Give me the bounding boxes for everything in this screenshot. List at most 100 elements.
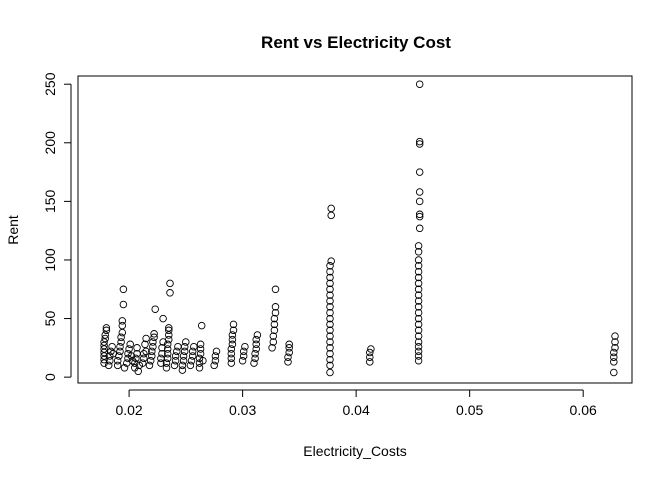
data-point (119, 285, 128, 294)
data-point (415, 140, 424, 148)
data-point (195, 364, 204, 372)
data-point (268, 344, 276, 352)
data-point (163, 354, 172, 363)
data-point (162, 364, 171, 372)
data-point (115, 352, 123, 360)
data-point (166, 289, 174, 297)
data-point (241, 342, 249, 351)
data-point (133, 344, 141, 352)
data-point (120, 364, 129, 372)
data-point (165, 335, 173, 344)
data-point (132, 354, 140, 363)
data-point (414, 352, 423, 360)
data-point (186, 361, 195, 370)
data-point (196, 340, 205, 349)
data-point (326, 303, 334, 311)
data-point (165, 324, 173, 332)
data-point (118, 317, 127, 325)
data-point (326, 349, 334, 358)
data-point (149, 338, 157, 346)
data-point (285, 344, 293, 352)
data-point (178, 366, 187, 374)
y-tick-label: 0 (42, 373, 58, 381)
y-tick-label: 100 (42, 248, 58, 272)
data-point (415, 212, 424, 221)
y-tick-label: 50 (42, 311, 58, 327)
data-point (611, 344, 619, 352)
data-point (113, 356, 122, 365)
data-point (271, 285, 280, 294)
data-point (610, 368, 618, 377)
x-axis-label: Electricity_Costs (303, 443, 406, 459)
data-point (414, 285, 423, 294)
data-point (326, 285, 334, 294)
data-point (140, 354, 148, 363)
data-point (179, 352, 188, 360)
data-point (100, 338, 108, 346)
data-point (180, 347, 189, 356)
data-point (414, 279, 423, 288)
data-point (162, 359, 171, 367)
data-point (157, 359, 165, 367)
data-point (140, 349, 148, 358)
data-point (227, 345, 236, 353)
data-point (284, 358, 292, 366)
data-point (414, 308, 423, 317)
data-point (271, 308, 280, 317)
data-point (415, 197, 424, 206)
plot-frame (77, 75, 633, 384)
data-point (178, 361, 187, 370)
data-point (610, 353, 618, 361)
data-point (118, 328, 127, 337)
data-point (610, 358, 618, 366)
data-point (145, 361, 154, 370)
data-point (188, 352, 197, 360)
data-point (414, 303, 423, 311)
data-point (228, 335, 237, 344)
data-point (326, 291, 334, 299)
data-point (414, 262, 423, 270)
data-point (270, 326, 279, 335)
data-point (107, 347, 115, 356)
data-point (150, 333, 158, 342)
data-point (415, 210, 424, 219)
data-point (151, 305, 159, 313)
data-point (119, 300, 128, 309)
data-point (126, 340, 134, 349)
data-point (284, 353, 292, 361)
data-point (366, 353, 374, 361)
data-point (327, 257, 335, 265)
data-point (211, 356, 220, 365)
data-point (227, 349, 236, 358)
data-point (158, 349, 166, 358)
data-point (270, 320, 279, 329)
data-point (102, 324, 111, 332)
x-tick-label: 0.02 (115, 402, 142, 418)
data-point (238, 356, 247, 365)
data-point (414, 332, 423, 340)
data-points (100, 80, 619, 377)
data-point (414, 291, 423, 299)
data-point (210, 361, 218, 370)
data-point (270, 314, 279, 323)
data-point (414, 338, 423, 346)
data-point (163, 345, 172, 353)
data-point (171, 356, 180, 365)
data-point (414, 320, 423, 329)
data-point (142, 334, 150, 343)
data-point (414, 242, 423, 250)
data-point (326, 308, 334, 317)
y-tick-label: 200 (42, 131, 58, 155)
data-point (159, 314, 167, 323)
data-point (415, 80, 424, 88)
data-point (326, 338, 334, 346)
data-point (366, 348, 374, 357)
data-point (117, 338, 125, 346)
data-point (113, 361, 122, 370)
data-point (101, 331, 109, 339)
data-point (212, 347, 221, 356)
x-tick-label: 0.06 (570, 402, 597, 418)
data-point (271, 303, 280, 311)
data-point (269, 338, 278, 346)
data-point (252, 345, 260, 353)
